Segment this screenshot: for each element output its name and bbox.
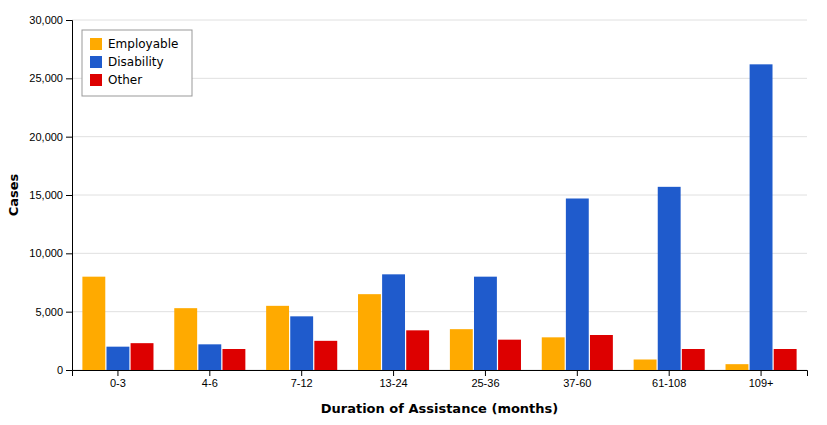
y-tick: 0 [57, 364, 72, 376]
x-axis: 0-3 4-6 7-12 13-24 25-36 37-60 61-108 109+ [73, 370, 808, 389]
x-tick-mark [577, 370, 578, 376]
x-tick: 7-12 [291, 370, 313, 389]
y-tick-label: 15,000 [29, 189, 63, 201]
bar [566, 199, 589, 371]
y-tick-mark [66, 253, 72, 254]
x-tick-label: 0-3 [110, 377, 126, 389]
grid-line [72, 195, 807, 196]
y-axis: 0 5,000 10,000 15,000 20,000 25,000 30,000 [29, 14, 72, 376]
x-tick: 13-24 [379, 370, 407, 389]
x-axis-line [73, 371, 808, 377]
bar [174, 308, 197, 370]
y-tick-mark [66, 137, 72, 138]
x-tick-label: 37-60 [563, 377, 591, 389]
y-tick-label: 30,000 [29, 14, 63, 26]
grid-line [72, 253, 807, 254]
x-tick-mark [669, 370, 670, 376]
x-tick-label: 7-12 [291, 377, 313, 389]
legend-swatch [90, 74, 102, 86]
bar-series [106, 64, 772, 370]
y-tick-label: 20,000 [29, 131, 63, 143]
x-tick-label: 13-24 [379, 377, 407, 389]
y-axis-line [66, 21, 73, 371]
legend-label: Employable [108, 37, 178, 51]
legend-swatch [90, 56, 102, 68]
y-tick-mark [66, 78, 72, 79]
chart: 0-3 4-6 7-12 13-24 25-36 37-60 61-108 109+ 0 5,00… [0, 0, 827, 425]
x-tick-label: 61-108 [652, 377, 686, 389]
x-tick: 37-60 [563, 370, 591, 389]
x-tick-label: 109+ [749, 377, 774, 389]
bar [774, 349, 797, 370]
x-tick: 0-3 [110, 370, 126, 389]
grid-line [72, 20, 807, 21]
y-tick: 15,000 [29, 189, 72, 201]
x-tick-label: 25-36 [471, 377, 499, 389]
bar [82, 277, 105, 370]
bar [382, 274, 405, 370]
legend-frame [82, 30, 192, 96]
bar [542, 337, 565, 370]
grid [72, 20, 807, 370]
y-tick: 30,000 [29, 14, 72, 26]
bar [634, 360, 657, 371]
x-tick: 61-108 [652, 370, 686, 389]
bar [590, 335, 613, 370]
y-tick: 20,000 [29, 131, 72, 143]
legend-label: Disability [108, 55, 164, 69]
y-axis-title: Cases [6, 173, 21, 216]
bar [314, 341, 337, 370]
x-tick-label: 4-6 [202, 377, 218, 389]
x-tick-mark [393, 370, 394, 376]
y-tick-label: 25,000 [29, 72, 63, 84]
y-tick-mark [66, 312, 72, 313]
bar [450, 329, 473, 370]
bars [82, 64, 796, 370]
y-tick-mark [66, 370, 72, 371]
x-tick: 4-6 [202, 370, 218, 389]
legend: Employable Disability Other [82, 30, 192, 96]
bar [198, 344, 221, 370]
legend-item: Employable [90, 37, 178, 51]
x-axis-title: Duration of Assistance (months) [321, 401, 559, 416]
x-tick-mark [485, 370, 486, 376]
bar [406, 330, 429, 370]
bar [266, 306, 289, 370]
x-tick-mark [301, 370, 302, 376]
x-tick-mark [761, 370, 762, 376]
bar [682, 349, 705, 370]
legend-swatch [90, 38, 102, 50]
bar [106, 347, 129, 370]
x-tick: 109+ [749, 370, 774, 389]
x-tick-mark [209, 370, 210, 376]
bar [474, 277, 497, 370]
legend-label: Other [108, 73, 142, 87]
x-tick-mark [117, 370, 118, 376]
y-tick-mark [66, 195, 72, 196]
y-tick-label: 10,000 [29, 247, 63, 259]
bar [222, 349, 245, 370]
legend-item: Other [90, 73, 142, 87]
y-tick-label: 0 [57, 364, 63, 376]
bar [358, 294, 381, 370]
y-tick: 25,000 [29, 72, 72, 84]
bar [726, 364, 749, 370]
grid-line [72, 136, 807, 137]
bar [290, 316, 313, 370]
y-tick-label: 5,000 [35, 306, 63, 318]
legend-item: Disability [90, 55, 164, 69]
bar [131, 343, 154, 370]
bar [498, 340, 521, 370]
y-tick: 10,000 [29, 247, 72, 259]
bar [750, 64, 773, 370]
bar [658, 187, 681, 370]
plot: 0-3 4-6 7-12 13-24 25-36 37-60 61-108 109+ 0 5,00… [29, 14, 807, 389]
x-tick: 25-36 [471, 370, 499, 389]
bar-series [131, 330, 797, 370]
y-tick-mark [66, 20, 72, 21]
y-tick: 5,000 [35, 306, 72, 318]
bar-series [82, 277, 748, 370]
